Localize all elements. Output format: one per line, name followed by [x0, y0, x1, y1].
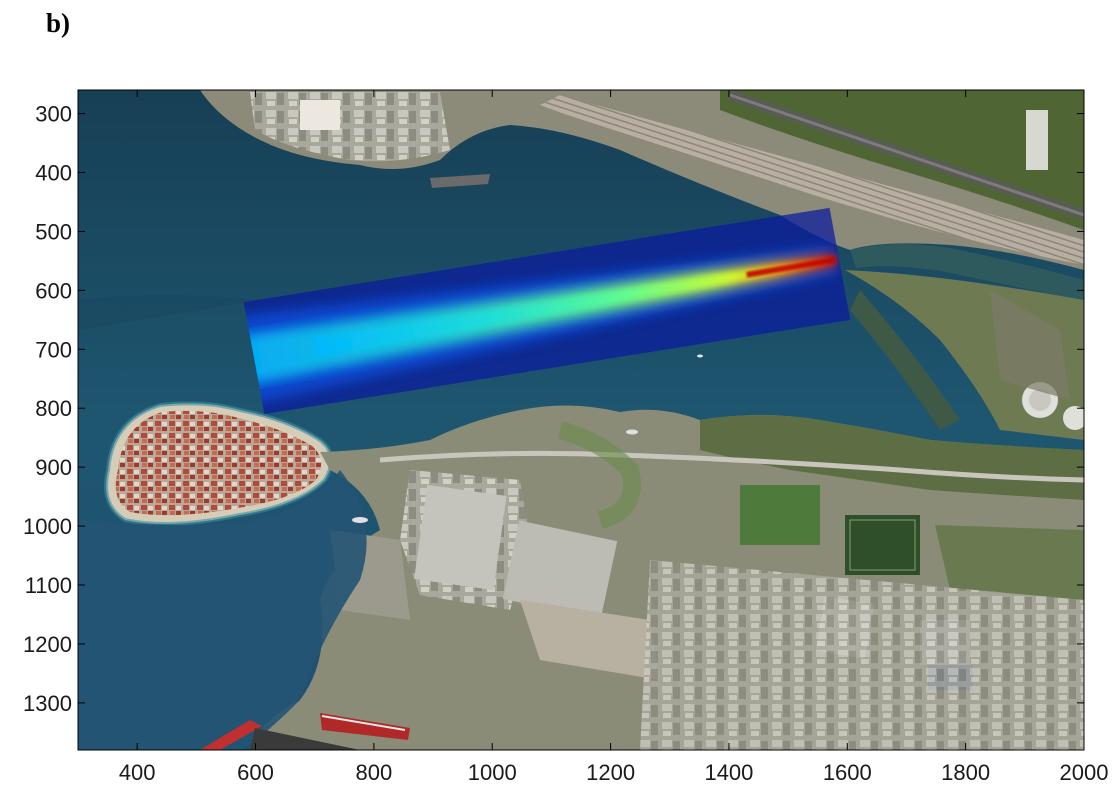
axes-frame: [77, 89, 1085, 751]
y-tick-label: 1300: [23, 691, 72, 716]
y-tick-label: 500: [35, 219, 72, 244]
x-tick-label: 1400: [704, 760, 753, 785]
panel-label: b): [46, 8, 71, 38]
x-tick-label: 800: [356, 760, 393, 785]
y-tick-label: 1100: [25, 573, 72, 598]
aerial-image: [78, 90, 1084, 750]
y-tick-label: 1000: [23, 514, 72, 539]
y-tick-label: 300: [35, 102, 72, 127]
x-tick-label: 1200: [586, 760, 635, 785]
x-tick-label: 400: [119, 760, 156, 785]
x-tick-label: 1800: [941, 760, 990, 785]
x-tick-label: 600: [237, 760, 274, 785]
x-tick-label: 1000: [468, 760, 517, 785]
y-axis-ticks: 300 400 500 600 700 800 900 1000 1100 1200 1300: [23, 102, 1084, 716]
axes: [77, 89, 1085, 751]
y-tick-label: 600: [35, 278, 72, 303]
y-tick-label: 700: [35, 337, 72, 362]
plume-concentration-overlay: [243, 207, 851, 415]
x-tick-label: 1600: [823, 760, 872, 785]
y-tick-label: 900: [35, 455, 72, 480]
x-axis-ticks: 400 600 800 1000 1200 1400 1600 1800 2000: [119, 90, 1109, 785]
y-tick-label: 800: [35, 396, 72, 421]
plume-core: [243, 245, 838, 411]
y-tick-label: 1200: [23, 632, 72, 657]
x-tick-label: 2000: [1060, 760, 1109, 785]
y-tick-label: 400: [35, 161, 72, 186]
